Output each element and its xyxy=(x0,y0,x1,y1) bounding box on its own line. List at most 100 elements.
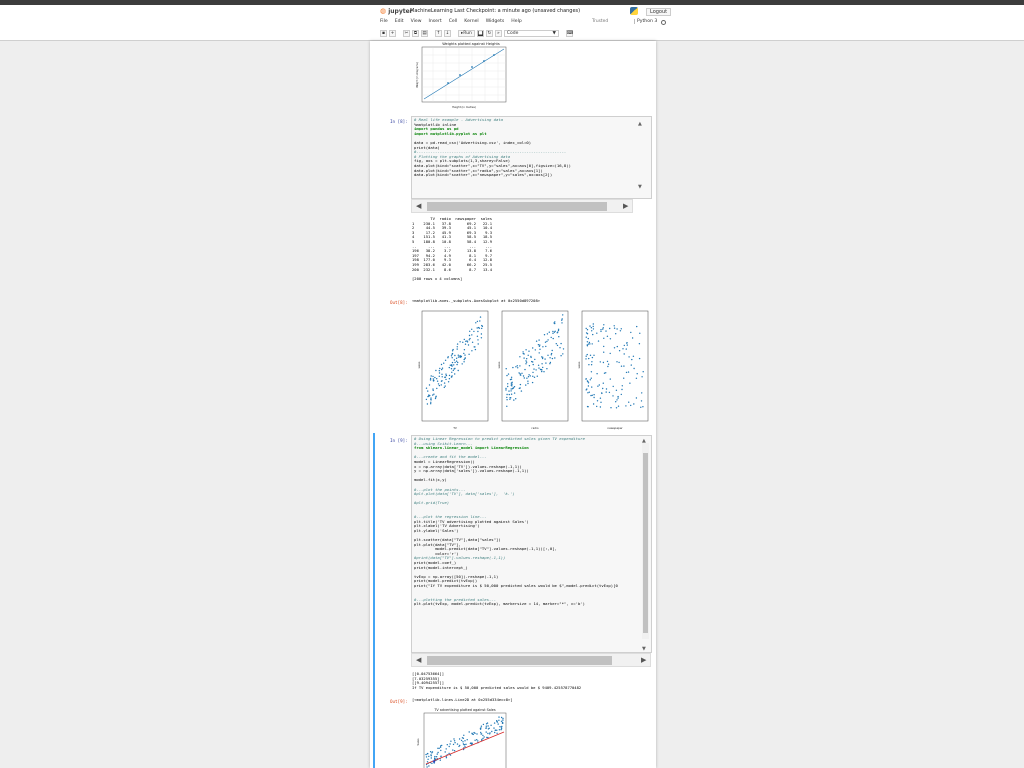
vertical-scrollbar-thumb[interactable] xyxy=(643,453,648,633)
scatter-point xyxy=(519,356,521,358)
scatter-point xyxy=(444,385,446,387)
move-down-icon[interactable]: ↓ xyxy=(444,30,451,37)
paste-icon[interactable]: ▤ xyxy=(421,30,428,37)
notebook-container: Weights plotted against Heights Height (… xyxy=(370,41,656,768)
menu-edit[interactable]: Edit xyxy=(394,19,404,24)
scatter-point xyxy=(590,364,593,366)
scatter-point xyxy=(642,371,644,373)
scatter-point xyxy=(517,367,519,369)
restart-icon[interactable]: ↻ xyxy=(485,30,493,37)
cell8-code-editor[interactable]: # Real life example - Advertising data %m… xyxy=(411,116,652,199)
scroll-right-icon[interactable]: ▶ xyxy=(623,202,629,210)
add-cell-icon[interactable]: + xyxy=(389,30,396,37)
scrollbar-thumb[interactable] xyxy=(427,202,607,211)
scatter-point xyxy=(430,397,432,399)
cut-icon[interactable]: ✂ xyxy=(403,30,410,37)
scatter-point xyxy=(542,366,544,369)
scroll-left-icon[interactable]: ◀ xyxy=(416,656,422,664)
scatter-point xyxy=(600,401,602,403)
menu-insert[interactable]: Insert xyxy=(428,19,442,24)
scatter-point xyxy=(586,405,589,408)
scatter-point xyxy=(538,352,540,354)
scatter-point xyxy=(458,738,461,740)
cell8-horizontal-scrollbar[interactable]: ◀ ▶ xyxy=(411,199,633,213)
scatter-point xyxy=(522,375,525,377)
save-icon[interactable]: ▪ xyxy=(380,30,387,37)
scatter-point xyxy=(602,382,604,384)
cell9-vertical-scrollbar[interactable] xyxy=(642,443,649,639)
scatter-point xyxy=(485,725,487,727)
scatter-point xyxy=(592,333,594,336)
run-button[interactable]: ▸Run xyxy=(458,30,475,37)
jupyter-logo[interactable]: ◍ jupyter xyxy=(380,7,413,15)
scatter-point xyxy=(518,372,520,374)
scroll-down-icon[interactable]: ▼ xyxy=(638,184,642,190)
scroll-up-icon[interactable]: ▲ xyxy=(638,121,642,127)
notebook-toolbar: ▪ + ✂ ⧉ ▤ ↑ ↓ ▸Run ■ ↻ » Code ▼ ⌨ xyxy=(380,29,573,38)
scatter-point xyxy=(425,753,427,756)
scatter-point xyxy=(432,380,435,382)
logout-button[interactable]: Logout xyxy=(646,8,672,16)
scatter-point xyxy=(469,337,471,340)
stop-icon[interactable]: ■ xyxy=(476,30,484,37)
scatter-point xyxy=(528,374,530,376)
scrollbar-thumb[interactable] xyxy=(427,656,612,665)
scatter-point xyxy=(585,358,587,360)
scatter-point xyxy=(589,343,591,345)
cell9-code-editor[interactable]: # Using Linear Regression to predict pre… xyxy=(411,435,652,653)
trusted-indicator[interactable]: Trusted xyxy=(592,19,609,24)
cell9-horizontal-scrollbar[interactable]: ◀ ▶ xyxy=(411,653,651,667)
copy-icon[interactable]: ⧉ xyxy=(412,30,419,37)
menu-kernel[interactable]: Kernel xyxy=(464,19,479,24)
scatter-point xyxy=(454,742,456,744)
menu-file[interactable]: File xyxy=(380,19,388,24)
scatter-point xyxy=(619,330,622,332)
scatter-point xyxy=(641,376,643,378)
menu-cell[interactable]: Cell xyxy=(448,19,458,24)
scatter-point xyxy=(428,755,430,758)
scatter-point xyxy=(454,361,456,364)
code-line: 1 230.1 37.8 69.2 22.1 xyxy=(412,220,493,226)
scatter-point xyxy=(470,742,472,745)
scatter-point xyxy=(471,328,473,330)
regression-scatter-points xyxy=(425,716,504,768)
command-palette-icon[interactable]: ⌨ xyxy=(565,30,574,37)
cell-type-select[interactable]: Code ▼ xyxy=(503,30,559,37)
kernel-name[interactable]: Python 3 xyxy=(634,19,657,24)
scroll-down-icon[interactable]: ▼ xyxy=(642,646,646,652)
scatter-point xyxy=(585,332,588,334)
scatter-point xyxy=(494,729,496,731)
scatter-point xyxy=(500,726,503,728)
scatter-point xyxy=(588,391,590,393)
menu-help[interactable]: Help xyxy=(511,19,522,24)
scatter-point xyxy=(447,381,450,383)
code-line: model = LinearRegression() xyxy=(414,458,475,464)
scatter-point xyxy=(477,740,479,742)
fast-forward-icon[interactable]: » xyxy=(494,30,502,37)
notebook-title[interactable]: MachineLearning Last Checkpoint: a minut… xyxy=(410,8,581,14)
scatter-point xyxy=(527,376,530,378)
scatter-point xyxy=(451,371,453,373)
scroll-left-icon[interactable]: ◀ xyxy=(416,202,422,210)
scatter-point xyxy=(425,398,428,401)
scatter-point xyxy=(635,397,638,399)
scatter-point xyxy=(623,344,625,347)
scatter-point xyxy=(438,372,441,374)
scatter-point xyxy=(543,334,546,336)
scatter-point xyxy=(550,352,553,355)
scatter-point xyxy=(482,737,484,740)
cell9-in-prompt: In [9]: xyxy=(390,438,408,443)
scatter-point xyxy=(556,344,559,347)
menu-view[interactable]: View xyxy=(410,19,422,24)
scatter-point xyxy=(586,388,588,390)
scatter-point xyxy=(465,743,467,745)
scatter-point xyxy=(528,365,531,367)
scatter-point xyxy=(543,371,545,373)
scroll-right-icon[interactable]: ▶ xyxy=(641,656,647,664)
move-up-icon[interactable]: ↑ xyxy=(435,30,442,37)
scroll-up-icon[interactable]: ▲ xyxy=(642,438,646,444)
menu-widgets[interactable]: Widgets xyxy=(485,19,505,24)
scatter-point xyxy=(585,327,587,330)
scatter-point xyxy=(557,329,560,332)
code-line: 198 177.0 9.3 6.4 12.8 xyxy=(412,257,493,263)
